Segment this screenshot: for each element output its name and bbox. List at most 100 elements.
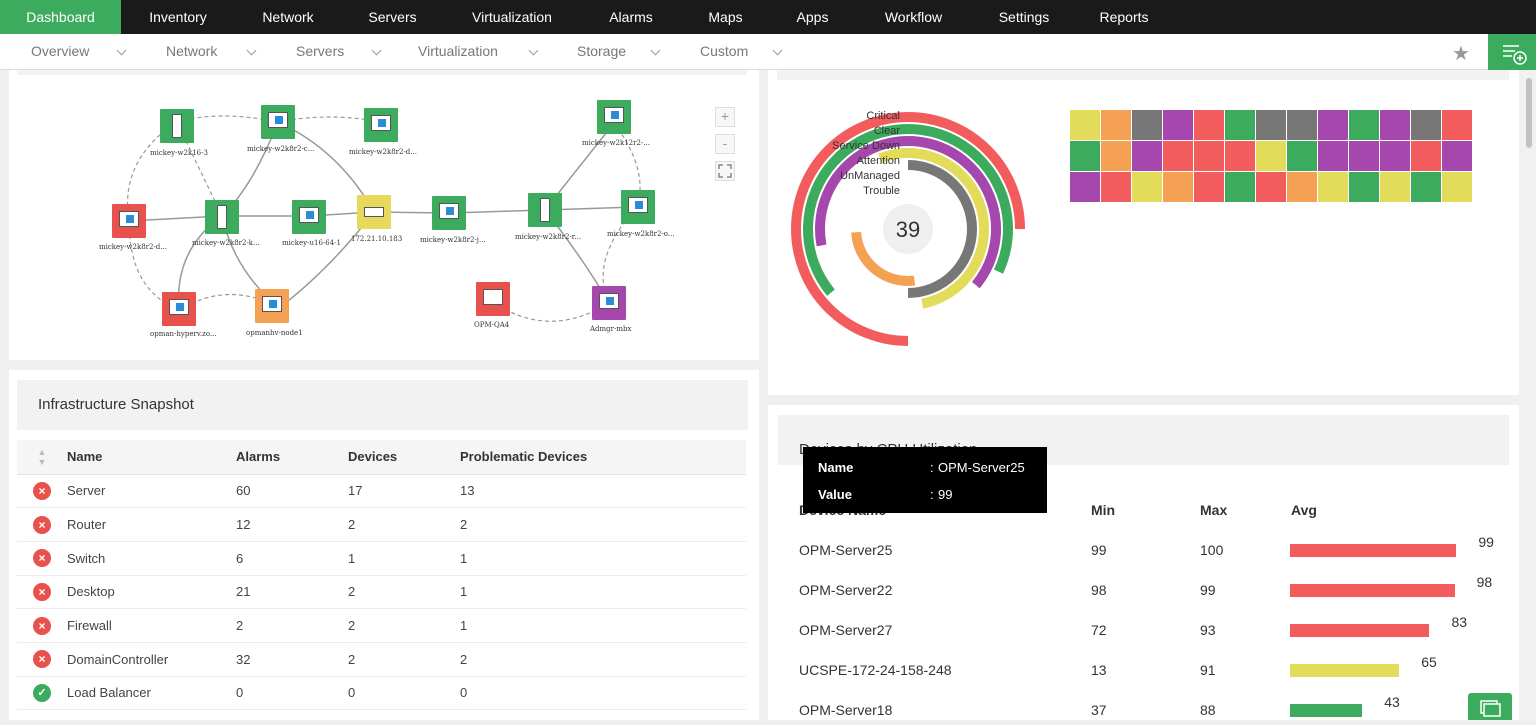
status-arc[interactable] (797, 105, 1032, 337)
row-name[interactable]: Server (67, 474, 236, 509)
heatmap-cell[interactable] (1287, 110, 1317, 140)
status-arc[interactable] (791, 112, 1025, 346)
nav-maps[interactable]: Maps (708, 9, 743, 25)
subnav-storage[interactable]: Storage (577, 43, 627, 59)
nav-reports[interactable]: Reports (1099, 9, 1149, 25)
cpu-device-name[interactable]: OPM-Server27 (799, 622, 893, 638)
status-arc[interactable] (779, 96, 1041, 354)
heatmap-cell[interactable] (1163, 141, 1193, 171)
chevron-down-icon[interactable] (246, 45, 257, 56)
heatmap-cell[interactable] (1070, 172, 1100, 202)
chevron-down-icon[interactable] (371, 45, 382, 56)
heatmap-cell[interactable] (1318, 172, 1348, 202)
heatmap-cell[interactable] (1163, 110, 1193, 140)
col-avg[interactable]: Avg (1291, 502, 1317, 518)
chevron-down-icon[interactable] (116, 45, 127, 56)
cpu-avg-bar[interactable] (1290, 624, 1430, 637)
map-node[interactable] (597, 100, 631, 134)
nav-dashboard[interactable]: Dashboard (0, 0, 121, 34)
nav-apps[interactable]: Apps (796, 9, 829, 25)
col-max[interactable]: Max (1200, 502, 1228, 518)
heatmap-cell[interactable] (1349, 141, 1379, 171)
heatmap-cell[interactable] (1318, 141, 1348, 171)
row-name[interactable]: DomainController (67, 642, 236, 677)
subnav-servers[interactable]: Servers (296, 43, 345, 59)
cpu-avg-bar[interactable] (1290, 704, 1363, 717)
status-arc[interactable] (907, 160, 977, 298)
map-node[interactable] (364, 108, 398, 142)
subnav-custom[interactable]: Custom (700, 43, 749, 59)
map-node[interactable] (261, 105, 295, 139)
col-devices[interactable]: Devices (348, 440, 460, 475)
nav-network[interactable]: Network (262, 9, 314, 25)
row-name[interactable]: Switch (67, 541, 236, 576)
cpu-avg-bar[interactable] (1290, 544, 1457, 557)
legend-item[interactable]: Critical (866, 110, 900, 122)
status-arc[interactable] (851, 229, 916, 286)
heatmap-cell[interactable] (1101, 172, 1131, 202)
row-name[interactable]: Desktop (67, 575, 236, 610)
col-name[interactable]: Name (67, 440, 236, 475)
heatmap-cell[interactable] (1380, 141, 1410, 171)
map-node[interactable] (205, 200, 239, 234)
cpu-device-name[interactable]: OPM-Server25 (799, 542, 893, 558)
heatmap-cell[interactable] (1442, 110, 1472, 140)
sort-icon[interactable]: ▲ ▼ (17, 440, 67, 475)
nav-virtualization[interactable]: Virtualization (472, 9, 552, 25)
heatmap-cell[interactable] (1225, 110, 1255, 140)
legend-item[interactable]: UnManaged (840, 170, 900, 182)
heatmap-cell[interactable] (1442, 141, 1472, 171)
heatmap-cell[interactable] (1318, 110, 1348, 140)
legend-item[interactable]: Clear (873, 125, 900, 137)
nav-servers[interactable]: Servers (368, 9, 417, 25)
map-node[interactable] (160, 109, 194, 143)
scrollbar-thumb[interactable] (1526, 78, 1532, 148)
zoom-in-button[interactable]: + (715, 107, 735, 127)
heatmap-cell[interactable] (1194, 172, 1224, 202)
cpu-avg-bar[interactable] (1290, 664, 1400, 677)
heatmap-cell[interactable] (1287, 172, 1317, 202)
cpu-device-name[interactable]: OPM-Server18 (799, 702, 893, 718)
legend-item[interactable]: Trouble (863, 185, 900, 197)
cpu-device-name[interactable]: OPM-Server22 (799, 582, 893, 598)
col-problematic[interactable]: Problematic Devices (460, 440, 746, 475)
heatmap-cell[interactable] (1442, 172, 1472, 202)
page-scrollbar[interactable] (1522, 70, 1536, 720)
table-row[interactable]: × Firewall 2 2 1 (17, 608, 746, 643)
map-node[interactable] (255, 289, 289, 323)
table-row[interactable]: × Switch 6 1 1 (17, 541, 746, 576)
map-node[interactable] (592, 286, 626, 320)
nav-inventory[interactable]: Inventory (149, 9, 207, 25)
heatmap-cell[interactable] (1349, 172, 1379, 202)
heatmap-cell[interactable] (1349, 110, 1379, 140)
add-widget-button[interactable] (1488, 34, 1536, 70)
chat-button[interactable] (1468, 693, 1512, 720)
row-name[interactable]: Load Balancer (67, 676, 236, 711)
table-row[interactable]: × Router 12 2 2 (17, 507, 746, 542)
table-row[interactable]: × Server 60 17 13 (17, 474, 746, 509)
heatmap-cell[interactable] (1380, 172, 1410, 202)
heatmap-cell[interactable] (1411, 172, 1441, 202)
heatmap-cell[interactable] (1287, 141, 1317, 171)
heatmap-cell[interactable] (1132, 141, 1162, 171)
chevron-down-icon[interactable] (772, 45, 783, 56)
map-node[interactable] (112, 204, 146, 238)
cpu-avg-bar[interactable] (1290, 584, 1455, 597)
heatmap-cell[interactable] (1194, 110, 1224, 140)
table-row[interactable]: × DomainController 32 2 2 (17, 642, 746, 677)
map-node[interactable] (621, 190, 655, 224)
heatmap-cell[interactable] (1225, 172, 1255, 202)
nav-workflow[interactable]: Workflow (884, 9, 943, 25)
subnav-network[interactable]: Network (166, 43, 218, 59)
map-node[interactable] (432, 196, 466, 230)
map-node[interactable] (476, 282, 510, 316)
heatmap-cell[interactable] (1411, 141, 1441, 171)
map-node[interactable] (528, 193, 562, 227)
map-node[interactable] (292, 200, 326, 234)
subnav-virtualization[interactable]: Virtualization (418, 43, 498, 59)
chevron-down-icon[interactable] (650, 45, 661, 56)
col-min[interactable]: Min (1091, 502, 1116, 518)
heatmap-cell[interactable] (1132, 110, 1162, 140)
heatmap-cell[interactable] (1070, 110, 1100, 140)
map-node[interactable] (357, 195, 391, 229)
